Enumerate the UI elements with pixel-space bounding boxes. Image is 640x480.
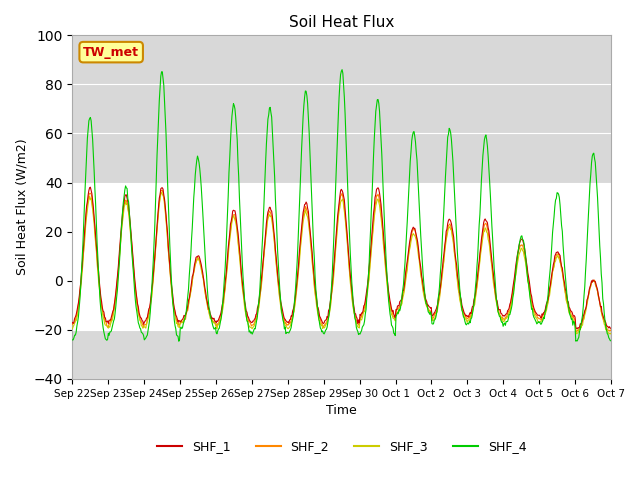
SHF_1 [424,302,431,308]
SHF_4 [68,337,76,343]
SHF_1 [78,264,86,270]
Legend: SHF_1, SHF_2, SHF_3, SHF_4: SHF_1, SHF_2, SHF_3, SHF_4 [152,435,531,458]
SHF_4 [607,338,615,344]
X-axis label: Time: Time [326,404,357,417]
SHF_2 [573,329,580,335]
SHF_2 [607,328,615,334]
SHF_4 [409,132,417,138]
SHF_3 [424,304,431,310]
SHF_4 [78,258,86,264]
Title: Soil Heat Flux: Soil Heat Flux [289,15,394,30]
Line: SHF_2: SHF_2 [72,190,611,332]
SHF_2 [424,305,431,311]
SHF_3 [607,331,615,337]
Y-axis label: Soil Heat Flux (W/m2): Soil Heat Flux (W/m2) [15,139,28,276]
Line: SHF_3: SHF_3 [72,192,611,334]
SHF_4 [175,338,182,344]
SHF_2 [218,311,225,317]
SHF_1 [189,272,197,277]
SHF_1 [134,304,142,310]
SHF_1 [573,326,581,332]
SHF_1 [218,307,225,313]
SHF_3 [68,326,76,332]
SHF_3 [134,307,141,313]
SHF_3 [189,273,197,279]
SHF_2 [408,230,415,236]
SHF_3 [408,235,415,240]
SHF_3 [78,269,86,275]
SHF_1 [607,325,615,331]
SHF_4 [134,315,141,321]
Text: TW_met: TW_met [83,46,139,59]
SHF_4 [218,313,225,319]
SHF_2 [189,273,197,278]
SHF_4 [424,309,432,315]
SHF_4 [338,67,346,72]
SHF_4 [189,209,197,215]
SHF_1 [68,320,76,325]
SHF_3 [218,312,225,318]
SHF_2 [68,322,76,327]
SHF_3 [157,189,165,195]
Bar [72,182,611,330]
Line: SHF_4: SHF_4 [72,70,611,341]
SHF_2 [134,302,141,308]
SHF_2 [78,263,86,269]
SHF_1 [408,228,415,233]
SHF_1 [86,184,94,190]
Line: SHF_1: SHF_1 [72,187,611,329]
SHF_2 [159,187,166,193]
